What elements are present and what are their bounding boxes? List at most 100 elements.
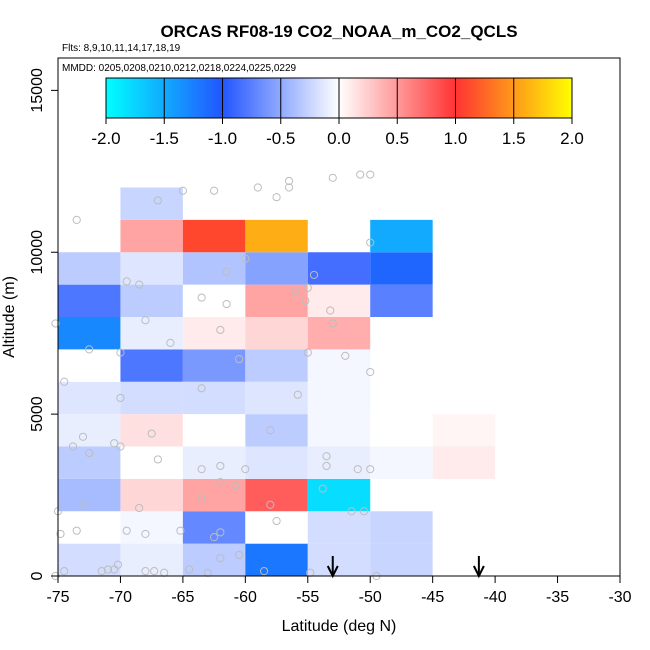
observation-point (366, 170, 375, 179)
heatmap-cell (120, 511, 183, 544)
heatmap-cell (58, 349, 121, 382)
heatmap-cell (370, 543, 433, 576)
observation-point (309, 270, 319, 280)
heatmap-cell (120, 381, 183, 415)
observation-point (366, 465, 375, 474)
colorbar-tick-label: 1.5 (502, 129, 526, 148)
y-tick-label: 10000 (29, 230, 46, 275)
heatmap-cell (307, 414, 371, 447)
observation-point (197, 384, 206, 393)
colorbar-tick-label: -0.5 (266, 129, 295, 148)
heatmap-cell (245, 252, 308, 285)
observation-point (293, 390, 302, 399)
heatmap-cell (245, 349, 308, 382)
colorbar-tick-label: -1.5 (150, 129, 179, 148)
heatmap-cell (432, 414, 496, 447)
observation-point (72, 215, 81, 224)
observation-point (303, 283, 312, 292)
observation-point (150, 567, 159, 576)
observation-point (197, 465, 206, 474)
heatmap-cell (182, 478, 246, 512)
heatmap-cell (182, 511, 246, 544)
observation-point (116, 442, 125, 451)
heatmap-cell (120, 219, 183, 253)
observation-point (97, 567, 106, 576)
observation-point (176, 526, 185, 535)
observation-point (135, 280, 144, 289)
observation-point (301, 296, 310, 305)
x-tick-label: -70 (109, 589, 132, 606)
heatmap-cell (58, 511, 121, 544)
observation-point (197, 293, 206, 302)
heatmap-cell (58, 478, 121, 512)
x-tick-label: -30 (608, 589, 631, 606)
x-tick-label: -45 (421, 589, 444, 606)
observation-point (68, 442, 78, 451)
observation-point (303, 348, 312, 357)
observation-point (113, 560, 123, 569)
observation-point (241, 465, 250, 474)
chart-title: ORCAS RF08-19 CO2_NOAA_m_CO2_QCLS (160, 22, 517, 41)
heatmap-cell (58, 414, 121, 447)
observation-point (116, 348, 125, 357)
observation-point (78, 432, 88, 441)
heatmap-cell (307, 284, 371, 317)
x-tick-label: -55 (296, 589, 319, 606)
x-tick-label: -50 (359, 589, 382, 606)
observation-point (234, 550, 244, 560)
heatmap-cell (432, 446, 496, 479)
flights-subtitle: Flts: 8,9,10,11,14,17,18,19 (62, 43, 181, 54)
dates-subtitle: MMDD: 0205,0208,0210,0212,0218,0224,0225… (62, 63, 297, 74)
heatmap-cell (370, 511, 433, 544)
observation-point (322, 452, 331, 461)
heatmap-cell (182, 284, 246, 317)
observation-point (85, 448, 94, 458)
observation-point (222, 267, 231, 276)
observation-point (234, 354, 244, 364)
x-tick-label: -60 (234, 589, 257, 606)
colorbar-tick-label: -1.0 (208, 129, 237, 148)
observation-point (272, 516, 281, 526)
observation-point (259, 567, 269, 576)
x-axis-label: Latitude (deg N) (282, 618, 397, 635)
heatmap-cell (120, 252, 183, 285)
heatmap-cell (120, 349, 183, 382)
heatmap-cell (58, 252, 121, 285)
observation-point (266, 500, 275, 509)
observation-point (110, 439, 119, 448)
heatmap-cell (245, 478, 308, 512)
observation-point (60, 377, 69, 386)
location-arrow (472, 556, 485, 579)
heatmap-cell (307, 317, 371, 350)
heatmap-cell (182, 317, 246, 350)
heatmap-cell (58, 381, 121, 415)
observation-point (122, 277, 131, 286)
heatmap-cell (120, 284, 183, 317)
heatmap-cell (182, 219, 246, 253)
heatmap-cell (182, 543, 246, 576)
observation-point (359, 507, 369, 516)
observation-point (103, 565, 113, 574)
observation-point (366, 238, 375, 247)
observation-point (135, 503, 144, 513)
observation-point (366, 367, 375, 377)
observation-point (116, 393, 125, 403)
observation-point (326, 306, 335, 315)
heatmap-cell (58, 543, 121, 576)
colorbar-tick-label: -2.0 (91, 129, 120, 148)
observation-point (284, 183, 294, 192)
observation-point (216, 325, 225, 335)
heatmap-cell (307, 252, 371, 285)
observation-point (216, 478, 225, 487)
heatmap-cell (370, 219, 433, 253)
heatmap-cell (245, 284, 308, 317)
observation-point (318, 484, 327, 493)
observation-point (328, 173, 337, 182)
heatmap-cell (245, 219, 308, 253)
heatmap-cell (58, 446, 121, 479)
y-axis-label: Altitude (m) (1, 276, 18, 358)
x-tick-label: -65 (171, 589, 194, 606)
observation-point (60, 567, 69, 576)
x-tick-label: -75 (46, 589, 69, 606)
heatmap-cell (120, 543, 183, 576)
